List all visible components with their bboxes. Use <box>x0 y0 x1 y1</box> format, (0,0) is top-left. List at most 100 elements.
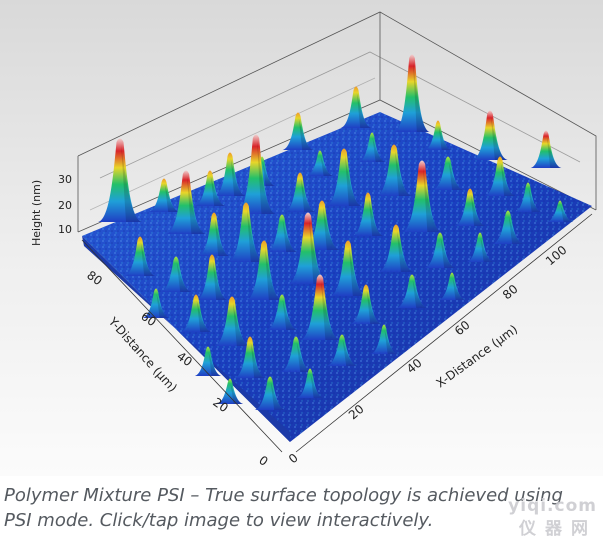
surface-peak-shade <box>368 198 384 236</box>
surface-peak-shade <box>214 218 230 256</box>
surface-peak-shade <box>296 342 312 372</box>
surface-peak-shade <box>212 260 228 300</box>
surface-peak <box>194 346 222 376</box>
afm-3d-surface-image[interactable]: 30 20 10 Height (nm) 80 60 40 20 0 Y-Dis… <box>0 0 603 476</box>
surface-peak-shade <box>156 294 170 318</box>
surface-peak <box>196 254 228 300</box>
surface-peak-shade <box>232 302 250 346</box>
surface-peak-shade <box>440 238 456 268</box>
surface-peak <box>198 212 230 256</box>
surface-peak <box>300 274 340 340</box>
surface-peak <box>330 240 366 296</box>
surface-peak <box>484 156 516 196</box>
surface-peak-shade <box>308 218 328 284</box>
surface-peak <box>228 202 264 262</box>
surface-peak-shade <box>196 300 212 332</box>
surface-peak-shade <box>394 150 412 196</box>
surface-peak <box>288 212 328 284</box>
surface-peak <box>378 224 414 272</box>
surface-peak <box>194 170 226 206</box>
surface-peak <box>340 86 372 128</box>
surface-peak <box>234 336 266 378</box>
surface-peak <box>530 130 562 168</box>
surface-peak-shade <box>270 382 286 410</box>
watermark-domain: yiqi.com <box>508 496 597 516</box>
surface-peak <box>514 182 542 212</box>
surface-peak <box>358 132 386 162</box>
surface-peak-shade <box>176 262 192 292</box>
surface-peak-shade <box>230 384 244 404</box>
caption-line-2: PSI mode. Click/tap image to view intera… <box>4 510 434 531</box>
surface-peak <box>214 152 246 196</box>
z-tick-label: 20 <box>58 199 72 212</box>
surface-peak-shade <box>508 216 524 244</box>
surface-peak-shade <box>250 342 266 378</box>
surface-peak <box>326 148 362 206</box>
surface-peak-shade <box>322 206 340 250</box>
surface-peak-shade <box>546 136 562 168</box>
surface-peak <box>166 170 206 234</box>
watermark: yiqi.com 仪器网 <box>508 496 597 539</box>
bounding-box <box>77 11 597 233</box>
surface-peak-shade <box>186 176 206 234</box>
surface-peak-shade <box>356 92 372 128</box>
surface-peak-shade <box>140 242 156 276</box>
surface-peak <box>472 110 508 160</box>
z-axis-label: Height (nm) <box>30 180 43 246</box>
surface-peak <box>546 200 574 222</box>
surface-peak <box>254 376 286 410</box>
surface-peak <box>438 272 466 300</box>
watermark-brand: 仪器网 <box>519 519 597 539</box>
surface-peak-shade <box>528 188 542 212</box>
surface-peak <box>402 160 442 232</box>
surface-peak <box>394 54 430 132</box>
surface-peak-shade <box>210 176 226 206</box>
surface-peak-shade <box>422 166 442 232</box>
surface-peak <box>214 296 250 346</box>
surface-peak-shade <box>412 60 430 132</box>
surface-peak <box>246 240 282 300</box>
surface-peak-shade <box>348 246 366 296</box>
surface-peak-shade <box>448 162 464 190</box>
surface-peak <box>466 232 494 262</box>
surface-peak <box>266 214 298 252</box>
surface-peak-shade <box>438 126 452 150</box>
surface-peak <box>142 288 170 318</box>
surface-peak-shade <box>452 278 466 300</box>
surface-peak <box>326 334 358 366</box>
surface-peak-shade <box>384 330 398 354</box>
surface-peak-shade <box>246 208 264 262</box>
surface-peak-shade <box>256 140 276 214</box>
surface-peak-shade <box>208 352 222 376</box>
surface-peak-shade <box>480 238 494 262</box>
surface-peak-shade <box>282 220 298 252</box>
surface-peak <box>432 156 464 190</box>
surface-peak <box>306 150 334 176</box>
surface-peak <box>350 284 382 324</box>
surface-peak <box>280 336 312 372</box>
surface-peak-shade <box>298 118 314 150</box>
surface-peak <box>160 256 192 292</box>
surface-peak-shade <box>320 280 340 340</box>
z-axis: 30 20 10 Height (nm) <box>30 173 72 246</box>
surface-peak <box>492 210 524 244</box>
surface-peak-shade <box>342 340 358 366</box>
surface-peak-shade <box>121 144 142 222</box>
surface-peak-shade <box>344 154 362 206</box>
surface-peak <box>454 188 486 226</box>
surface-peak <box>424 120 452 150</box>
surface-front-left-edge <box>82 236 290 442</box>
surface-peak <box>148 178 180 212</box>
surface-peak-shade <box>372 138 386 162</box>
surface-peak-shade <box>396 230 414 272</box>
surface-peak-shade <box>560 206 574 222</box>
surface-peak <box>216 378 244 404</box>
surface-peak <box>282 112 314 150</box>
image-caption: Polymer Mixture PSI – True surface topol… <box>4 483 600 533</box>
surface-peak-shade <box>300 178 316 212</box>
surface-peak <box>236 134 276 214</box>
surface-peak <box>352 192 384 236</box>
surface-peak <box>180 294 212 332</box>
surface-peak-shade <box>320 156 334 176</box>
z-tick-label: 30 <box>58 173 72 186</box>
